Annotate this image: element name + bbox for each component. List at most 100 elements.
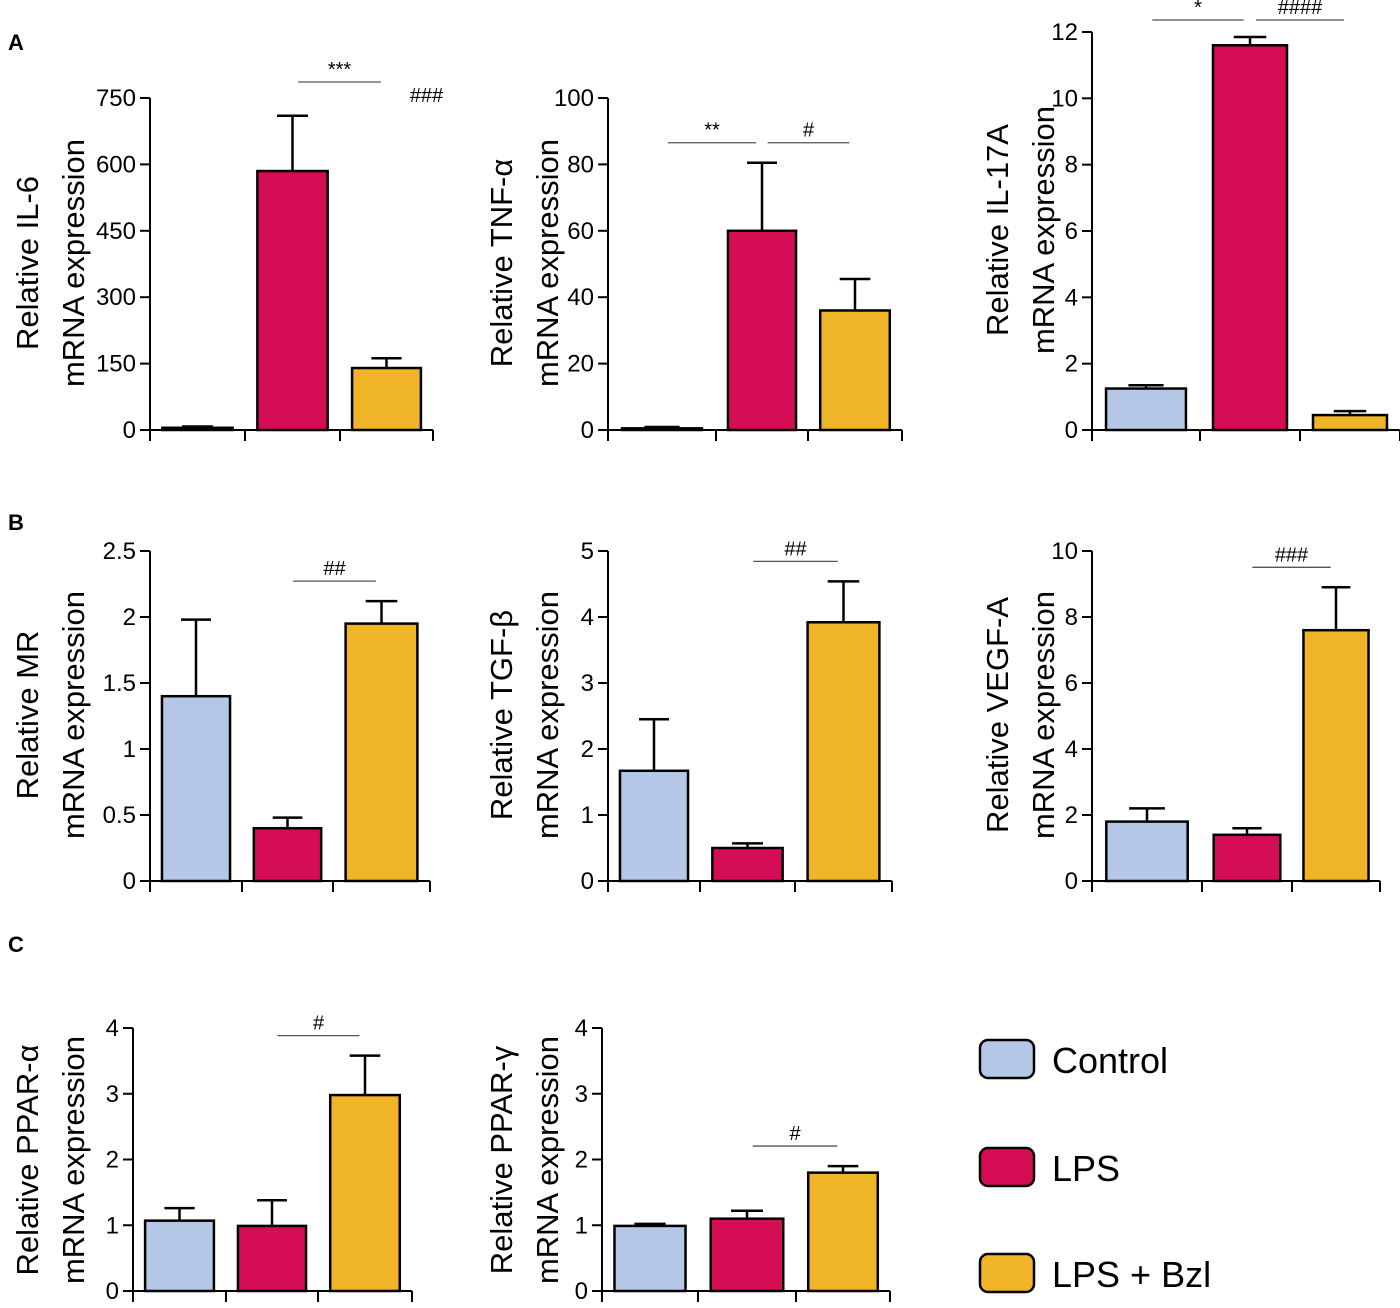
legend-item-control: Control bbox=[978, 1038, 1168, 1081]
chart-vegf: 0 2 4 6 8 10 Relative VEGF-A mRNA expression ### bbox=[980, 538, 1381, 895]
y-tick-label: 0 bbox=[581, 417, 594, 444]
y-tick-label: 300 bbox=[96, 284, 136, 311]
bar-lps-bzl bbox=[350, 366, 423, 432]
y-tick-label: 2 bbox=[123, 604, 136, 631]
y-tick-label: 3 bbox=[575, 1081, 588, 1108]
chart-pparg: 0 1 2 3 4 Relative PPAR-γ mRNA expression # bbox=[484, 1015, 891, 1305]
y-tick-label: 4 bbox=[106, 1015, 119, 1042]
y-tick-label: 750 bbox=[96, 85, 136, 112]
y-axis-label: Relative PPAR-α mRNA expression bbox=[10, 1036, 91, 1284]
y-tick-label: 0 bbox=[1065, 417, 1078, 444]
y-tick-label: 3 bbox=[581, 670, 594, 697]
y-axis-label-line2: mRNA expression bbox=[530, 1036, 565, 1284]
y-tick-label: 4 bbox=[575, 1015, 588, 1042]
y-tick-label: 0 bbox=[123, 868, 136, 895]
y-tick-label: 2.5 bbox=[103, 538, 136, 565]
chart-tgf: 0 1 2 3 4 5 Relative TGF-β mRNA expression ## bbox=[484, 538, 893, 895]
bar-lps-bzl bbox=[818, 309, 892, 432]
chart-il17a: 0 2 4 6 8 10 12 Relative IL-17A mRNA expression *… bbox=[980, 0, 1400, 444]
bar-lps-bzl bbox=[1302, 628, 1370, 883]
chart-tnf: 0 20 40 60 80 100 Relative TNF-α mRNA expressio… bbox=[484, 85, 903, 444]
y-tick-label: 1 bbox=[106, 1212, 119, 1239]
significance-label: ## bbox=[323, 558, 346, 580]
y-tick-label: 600 bbox=[96, 151, 136, 178]
y-tick-label: 0 bbox=[106, 1278, 119, 1305]
y-tick-label: 80 bbox=[567, 151, 594, 178]
significance-label: ## bbox=[784, 538, 807, 560]
panel-label-c: C bbox=[8, 932, 24, 957]
y-tick-label: 8 bbox=[1065, 152, 1078, 179]
chart-il6: 0 150 300 450 600 750 Relative IL-6 mRNA expres… bbox=[10, 59, 444, 444]
y-tick-label: 12 bbox=[1051, 19, 1078, 46]
bar-lps bbox=[256, 169, 329, 432]
legend-label-control: Control bbox=[1052, 1040, 1168, 1081]
y-axis-label-line1: Relative PPAR-γ bbox=[484, 1045, 519, 1274]
legend-item-lps-bzl: LPS + Bzl bbox=[978, 1252, 1211, 1295]
y-axis-label-line1: Relative TNF-α bbox=[484, 159, 519, 368]
y-axis-label-line2: mRNA expression bbox=[56, 139, 91, 387]
y-tick-label: 40 bbox=[567, 284, 594, 311]
y-tick-label: 1 bbox=[575, 1212, 588, 1239]
y-axis-label: Relative TNF-α mRNA expression bbox=[484, 139, 565, 387]
bar-lps bbox=[726, 229, 798, 432]
y-axis-label-line1: Relative IL-17A bbox=[980, 124, 1015, 336]
y-tick-label: 8 bbox=[1065, 604, 1078, 631]
bar-control bbox=[160, 694, 232, 883]
y-tick-label: 450 bbox=[96, 218, 136, 245]
significance-label: #### bbox=[1278, 0, 1323, 19]
y-axis-label-line2: mRNA expression bbox=[1026, 591, 1061, 839]
y-axis-label: Relative TGF-β mRNA expression bbox=[484, 591, 565, 839]
significance-label: ** bbox=[704, 120, 720, 142]
legend-label-lps: LPS bbox=[1052, 1148, 1120, 1189]
y-tick-label: 6 bbox=[1065, 218, 1078, 245]
y-tick-label: 0 bbox=[575, 1278, 588, 1305]
y-tick-label: 2 bbox=[1065, 351, 1078, 378]
bar-lps-bzl bbox=[1311, 413, 1389, 432]
y-axis-label-line2: mRNA expression bbox=[56, 1036, 91, 1284]
y-axis-label-line2: mRNA expression bbox=[56, 591, 91, 839]
bar-lps bbox=[236, 1224, 308, 1293]
bar-control bbox=[620, 427, 704, 432]
bar-lps-bzl bbox=[806, 621, 881, 883]
y-axis-label-line1: Relative TGF-β bbox=[484, 610, 519, 820]
y-tick-label: 150 bbox=[96, 351, 136, 378]
legend-swatch-lps-bzl bbox=[978, 1252, 1036, 1294]
y-axis-label-line1: Relative IL-6 bbox=[10, 176, 45, 350]
bar-control bbox=[161, 426, 234, 432]
bar-control bbox=[143, 1219, 216, 1293]
panel-label-b: B bbox=[8, 510, 24, 535]
y-tick-label: 2 bbox=[1065, 802, 1078, 829]
y-tick-label: 3 bbox=[106, 1081, 119, 1108]
bar-control bbox=[613, 1224, 687, 1293]
legend-swatch-lps bbox=[978, 1146, 1036, 1188]
bar-lps bbox=[709, 1217, 785, 1293]
legend-swatch-control bbox=[978, 1038, 1036, 1080]
significance-label: * bbox=[1194, 0, 1202, 19]
y-tick-label: 0 bbox=[1065, 868, 1078, 895]
y-tick-label: 100 bbox=[554, 85, 594, 112]
y-tick-label: 0 bbox=[581, 868, 594, 895]
bar-lps-bzl bbox=[344, 622, 419, 883]
significance-label: # bbox=[803, 120, 815, 142]
y-tick-label: 10 bbox=[1051, 538, 1078, 565]
y-tick-label: 4 bbox=[581, 604, 594, 631]
bar-lps bbox=[252, 826, 323, 883]
y-tick-label: 0 bbox=[123, 417, 136, 444]
significance-label: ### bbox=[1275, 544, 1309, 566]
y-axis-label: Relative VEGF-A mRNA expression bbox=[980, 591, 1061, 839]
y-tick-label: 2 bbox=[581, 736, 594, 763]
y-axis-label-line1: Relative MR bbox=[10, 631, 45, 800]
y-axis-label-line1: Relative PPAR-α bbox=[10, 1044, 45, 1275]
y-tick-label: 0.5 bbox=[103, 802, 136, 829]
y-axis-label-line2: mRNA expression bbox=[530, 139, 565, 387]
y-tick-label: 1.5 bbox=[103, 670, 136, 697]
significance-label: # bbox=[789, 1123, 801, 1145]
y-axis-label: Relative MR mRNA expression bbox=[10, 591, 91, 839]
bar-lps bbox=[711, 846, 784, 883]
y-tick-label: 60 bbox=[567, 218, 594, 245]
y-axis-label: Relative IL-6 mRNA expression bbox=[10, 139, 91, 387]
y-tick-label: 2 bbox=[106, 1147, 119, 1174]
significance-label: ### bbox=[410, 85, 444, 107]
